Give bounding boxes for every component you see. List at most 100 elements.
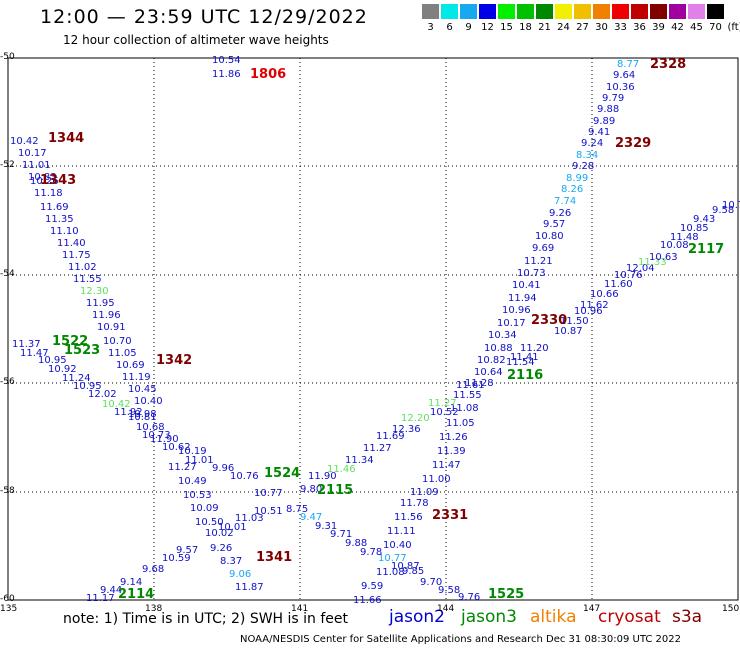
wave-height-value: 11.96 (92, 310, 121, 321)
legend-swatch (479, 4, 496, 19)
wave-height-value: 11.47 (20, 348, 49, 359)
satellite-name: jason3 (461, 607, 517, 627)
wave-height-value: 12.30 (80, 286, 109, 297)
wave-height-value: 11.61 (456, 380, 485, 391)
wave-height-value: 10.40 (383, 540, 412, 551)
wave-height-value: 8.99 (566, 173, 589, 184)
legend-swatch (574, 4, 591, 19)
legend-label: 70 (709, 22, 722, 33)
wave-height-value: 10.52 (430, 407, 459, 418)
pass-id-label: 1524 (264, 466, 301, 481)
wave-height-value: 11.95 (86, 298, 115, 309)
wave-height-value: 9.76 (458, 592, 481, 603)
wave-height-value: 11.37 (12, 339, 41, 350)
wave-height-value: 10.77 (378, 553, 407, 564)
satellite-name: cryosat (598, 607, 661, 627)
wave-height-value: 9.57 (543, 219, 566, 230)
pass-id-label: 2330 (531, 313, 568, 328)
wave-height-value: 10.62 (162, 442, 191, 453)
wave-height-value: 10.82 (477, 355, 506, 366)
pass-id-label: 2328 (650, 57, 687, 72)
wave-height-value: 11.41 (510, 352, 539, 363)
wave-height-value: 10.53 (183, 490, 212, 501)
legend-label: 12 (481, 22, 494, 33)
wave-height-value: 9.57 (176, 545, 199, 556)
wave-height-value: 11.69 (376, 431, 405, 442)
wave-height-value: 9.85 (402, 566, 425, 577)
lat-tick-label: -52 (0, 160, 15, 170)
wave-height-value: 9.78 (360, 547, 383, 558)
wave-height-value: 10.09 (190, 503, 219, 514)
wave-height-value: 11.75 (62, 250, 91, 261)
lon-tick-label: 138 (145, 604, 163, 614)
pass-id-label: 2331 (432, 508, 469, 523)
wave-height-value: 9.58 (712, 205, 735, 216)
wave-height-value: 11.20 (520, 343, 549, 354)
pass-id-label: 2115 (317, 483, 354, 498)
legend-swatch (593, 4, 610, 19)
legend-label: 42 (671, 22, 684, 33)
map-subtitle: 12 hour collection of altimeter wave hei… (63, 33, 329, 47)
wave-height-value: 12.04 (626, 263, 655, 274)
wave-height-value: 11.90 (150, 434, 179, 445)
lon-tick-label: 144 (437, 604, 455, 614)
satellite-name: altika (530, 607, 577, 627)
wave-height-value: 11.09 (410, 487, 439, 498)
wave-height-value: 11.50 (560, 316, 589, 327)
plot-frame (7, 57, 739, 601)
lon-tick-label: 147 (583, 604, 601, 614)
wave-height-value: 11.27 (168, 462, 197, 473)
pass-id-label: 1344 (48, 131, 85, 146)
legend-swatch (669, 4, 686, 19)
wave-height-value: 11.02 (68, 262, 97, 273)
legend-label: 15 (500, 22, 513, 33)
wave-height-value: 11.28 (465, 378, 494, 389)
wave-height-value: 10.66 (590, 289, 619, 300)
wave-height-value: 11.01 (22, 160, 51, 171)
pass-id-label: 2117 (688, 242, 725, 257)
wave-height-value: 11.94 (508, 293, 537, 304)
legend-swatch (441, 4, 458, 19)
wave-height-value: 9.68 (142, 564, 165, 575)
legend-swatch (517, 4, 534, 19)
wave-height-value: 10.54 (212, 55, 241, 66)
wave-height-value: 10.40 (134, 396, 163, 407)
wave-height-value: 9.79 (602, 93, 625, 104)
wave-height-value: 11.10 (50, 226, 79, 237)
wave-height-value: 9.31 (315, 521, 338, 532)
wave-height-value: 10.96 (574, 306, 603, 317)
wave-height-value: 10.69 (116, 360, 145, 371)
legend-label: 33 (614, 22, 627, 33)
legend-label: 39 (652, 22, 665, 33)
wave-height-value: 9.96 (212, 463, 235, 474)
wave-height-value: 11.47 (432, 460, 461, 471)
wave-height-value: 9.43 (693, 214, 716, 225)
footnote: note: 1) Time is in UTC; 2) SWH is in fe… (63, 611, 349, 627)
legend-label: 3 (427, 22, 434, 33)
wave-height-value: 9.47 (300, 512, 323, 523)
wave-height-value: 9.64 (613, 70, 636, 81)
wave-height-value: 10.19 (178, 446, 207, 457)
wave-height-value: 11.34 (345, 455, 374, 466)
legend-swatch (555, 4, 572, 19)
legend-label: 45 (690, 22, 703, 33)
wave-height-value: 10.17 (18, 148, 47, 159)
wave-height-value: 7.74 (554, 196, 577, 207)
wave-height-value: 10.80 (535, 231, 564, 242)
legend-unit: (ft) (727, 22, 740, 33)
wave-height-value: 8.77 (617, 59, 640, 70)
wave-height-value: 11.46 (327, 464, 356, 475)
pass-id-label: 1525 (488, 587, 525, 602)
pass-id-label: 1343 (40, 173, 77, 188)
wave-height-value: 9.26 (549, 208, 572, 219)
wave-height-value: 10.59 (162, 553, 191, 564)
wave-height-value: 9.06 (229, 569, 252, 580)
wave-height-value: 11.90 (308, 471, 337, 482)
wave-height-value: 11.66 (353, 595, 382, 606)
lat-tick-label: -50 (0, 52, 15, 62)
pass-id-label: 2116 (507, 368, 544, 383)
wave-height-value: 11.56 (394, 512, 423, 523)
legend-label: 27 (576, 22, 589, 33)
